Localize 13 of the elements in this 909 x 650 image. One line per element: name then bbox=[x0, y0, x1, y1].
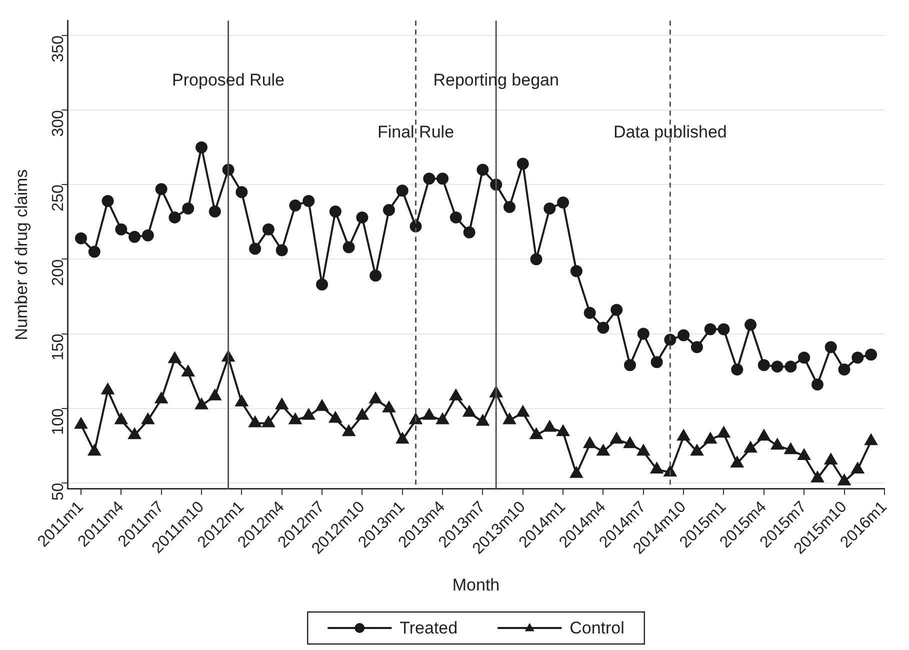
ref-line-label: Data published bbox=[613, 122, 727, 142]
y-tick-label: 200 bbox=[50, 259, 68, 286]
y-tick-label: 300 bbox=[50, 110, 68, 137]
legend-label: Control bbox=[570, 618, 624, 638]
y-tick-label: 250 bbox=[50, 184, 68, 212]
y-tick-label: 50 bbox=[50, 482, 68, 501]
ref-line-label: Final Rule bbox=[377, 122, 454, 142]
y-tick-label: 100 bbox=[50, 408, 68, 436]
y-tick-label: 150 bbox=[50, 334, 68, 360]
x-axis-title: Month bbox=[452, 575, 500, 594]
y-axis-title: Number of drug claims bbox=[12, 169, 31, 340]
legend-label: Treated bbox=[400, 618, 458, 638]
y-tick-label: 350 bbox=[50, 35, 68, 62]
